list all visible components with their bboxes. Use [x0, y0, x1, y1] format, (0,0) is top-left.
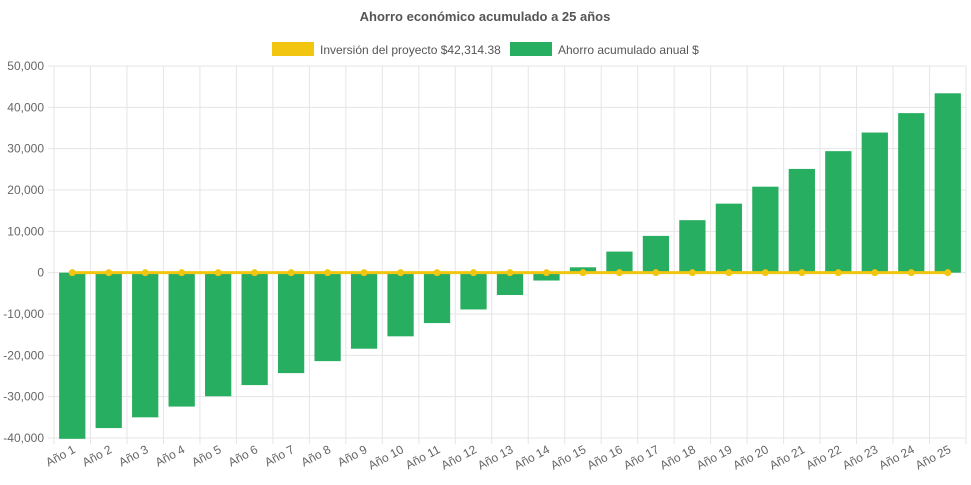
x-tick-label: Año 19 — [694, 442, 734, 472]
legend-item-savings[interactable]: Ahorro acumulado anual $ — [510, 42, 699, 57]
line-point[interactable] — [652, 269, 660, 277]
y-tick-label: 50,000 — [7, 59, 44, 73]
x-tick-label: Año 6 — [226, 442, 261, 469]
y-tick-label: -40,000 — [3, 431, 44, 445]
line-point[interactable] — [68, 269, 76, 277]
x-tick-label: Año 4 — [153, 442, 188, 469]
y-tick-label: -30,000 — [3, 390, 44, 404]
bar[interactable] — [423, 272, 451, 324]
x-tick-label: Año 15 — [548, 442, 588, 472]
y-tick-label: -20,000 — [3, 348, 44, 362]
y-tick-label: -10,000 — [3, 307, 44, 321]
bar[interactable] — [825, 151, 852, 273]
x-tick-label: Año 8 — [299, 442, 334, 469]
line-point[interactable] — [871, 269, 879, 277]
bar[interactable] — [934, 93, 961, 273]
y-tick-label: 20,000 — [7, 183, 44, 197]
x-tick-label: Año 22 — [804, 442, 844, 472]
x-tick-label: Año 12 — [439, 442, 479, 472]
legend-label: Ahorro acumulado anual $ — [558, 43, 699, 57]
bar[interactable] — [205, 272, 232, 397]
line-point[interactable] — [615, 269, 623, 277]
bar[interactable] — [168, 272, 195, 407]
line-point[interactable] — [397, 269, 405, 277]
bar[interactable] — [277, 272, 305, 374]
line-point[interactable] — [506, 269, 514, 277]
x-tick-label: Año 23 — [840, 442, 880, 472]
line-point[interactable] — [470, 269, 478, 277]
x-tick-label: Año 21 — [767, 442, 807, 472]
bar[interactable] — [496, 272, 524, 295]
bar[interactable] — [314, 272, 341, 362]
legend-swatch — [510, 42, 552, 56]
bar[interactable] — [788, 168, 815, 273]
bar[interactable] — [241, 272, 268, 386]
line-point[interactable] — [251, 269, 259, 277]
y-tick-label: 30,000 — [7, 142, 44, 156]
legend-item-investment[interactable]: Inversión del proyecto $42,314.38 — [272, 42, 501, 57]
x-tick-label: Año 25 — [913, 442, 953, 472]
x-tick-label: Año 2 — [80, 442, 115, 469]
bar[interactable] — [350, 272, 378, 349]
bar-series — [59, 93, 961, 439]
x-tick-label: Año 14 — [512, 442, 552, 472]
bar[interactable] — [387, 272, 414, 337]
y-tick-label: 40,000 — [7, 100, 44, 114]
x-tick-label: Año 18 — [658, 442, 698, 472]
x-axis-ticks: Año 1 Año 2 Año 3 Año 4 Año 5 Año 6 Año 7 Año 8… — [43, 442, 953, 472]
line-point[interactable] — [579, 269, 587, 277]
y-tick-label: 10,000 — [7, 224, 44, 238]
line-series — [68, 269, 952, 277]
bar[interactable] — [898, 113, 925, 273]
x-tick-label: Año 24 — [877, 442, 917, 472]
bar[interactable] — [679, 220, 706, 273]
bar[interactable] — [59, 272, 86, 439]
x-tick-label: Año 7 — [262, 442, 297, 469]
legend: Inversión del proyecto $42,314.38 Ahorro … — [272, 42, 699, 57]
bar[interactable] — [95, 272, 122, 429]
x-tick-label: Año 5 — [189, 442, 224, 469]
bar[interactable] — [606, 251, 633, 273]
line-point[interactable] — [433, 269, 441, 277]
line-point[interactable] — [287, 269, 295, 277]
line-point[interactable] — [944, 269, 952, 277]
line-point[interactable] — [688, 269, 696, 277]
line-point[interactable] — [761, 269, 769, 277]
bar[interactable] — [861, 132, 888, 273]
line-point[interactable] — [907, 269, 915, 277]
line-point[interactable] — [834, 269, 842, 277]
x-tick-label: Año 3 — [116, 442, 151, 469]
x-tick-label: Año 17 — [621, 442, 661, 472]
x-tick-label: Año 11 — [403, 442, 443, 472]
bar[interactable] — [752, 186, 779, 273]
legend-label: Inversión del proyecto $42,314.38 — [320, 43, 501, 57]
y-axis-ticks: 50,000 40,000 30,000 20,000 10,000 0 -10,000 -2… — [3, 59, 44, 445]
x-tick-label: Año 9 — [335, 442, 370, 469]
x-tick-label: Año 13 — [475, 442, 515, 472]
x-tick-label: Año 16 — [585, 442, 625, 472]
x-tick-label: Año 10 — [366, 442, 406, 472]
line-point[interactable] — [725, 269, 733, 277]
bar[interactable] — [460, 272, 487, 310]
line-point[interactable] — [324, 269, 332, 277]
line-point[interactable] — [178, 269, 186, 277]
line-point[interactable] — [542, 269, 550, 277]
line-point[interactable] — [141, 269, 149, 277]
x-tick-label: Año 20 — [731, 442, 771, 472]
bar[interactable] — [715, 203, 743, 273]
x-tick-label: Año 1 — [43, 442, 78, 469]
line-point[interactable] — [214, 269, 222, 277]
bar[interactable] — [533, 272, 560, 281]
line-point[interactable] — [798, 269, 806, 277]
chart-title: Ahorro económico acumulado a 25 años — [360, 9, 611, 24]
bar[interactable] — [642, 235, 670, 273]
legend-swatch — [272, 42, 314, 56]
line-point[interactable] — [105, 269, 113, 277]
y-tick-label: 0 — [37, 266, 44, 280]
line-point[interactable] — [360, 269, 368, 277]
bar[interactable] — [132, 272, 159, 418]
